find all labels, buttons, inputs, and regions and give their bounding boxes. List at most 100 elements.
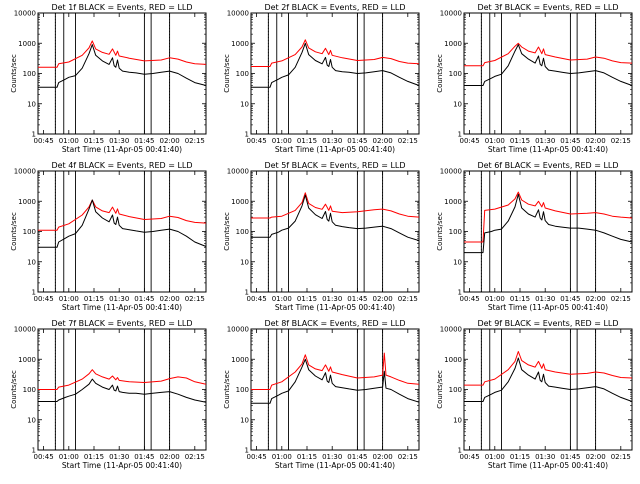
y-tick-label: 10000 (440, 168, 462, 176)
plot-frame (463, 12, 633, 135)
series-line-events (38, 378, 207, 403)
y-tick-label: 1000 (18, 40, 36, 48)
x-tick-label: 02:15 (398, 137, 418, 145)
x-tick-label: 01:30 (322, 453, 342, 461)
series-line-lld (464, 191, 633, 243)
y-tick-label: 100 (449, 228, 462, 236)
y-axis-label: Counts/sec (10, 212, 18, 251)
x-tick-label: 01:15 (510, 453, 530, 461)
series-line-events (251, 42, 420, 88)
y-tick-label: 1000 (231, 356, 249, 364)
x-tick-label: 00:45 (460, 295, 480, 303)
plot-frame (463, 328, 633, 451)
y-tick-label: 10 (27, 258, 36, 266)
x-tick-label: 02:00 (586, 453, 606, 461)
x-tick-label: 02:15 (611, 137, 631, 145)
x-tick-label: 01:00 (59, 295, 79, 303)
panel-title: Det 2f BLACK = Events, RED = LLD (264, 3, 405, 12)
panel-title: Det 4f BLACK = Events, RED = LLD (51, 161, 192, 170)
x-tick-label: 02:15 (611, 295, 631, 303)
y-tick-label: 1000 (18, 198, 36, 206)
x-tick-label: 01:45 (347, 137, 367, 145)
y-tick-label: 10000 (227, 168, 249, 176)
series-line-events (464, 44, 633, 86)
x-tick-label: 01:00 (59, 137, 79, 145)
detector-panel-4: Det 4f BLACK = Events, RED = LLD 1 10 100 10… (10, 161, 207, 312)
y-tick-label: 100 (23, 70, 36, 78)
x-tick-label: 01:45 (134, 137, 154, 145)
y-tick-label: 10000 (227, 326, 249, 334)
y-tick-label: 100 (23, 386, 36, 394)
y-tick-label: 10000 (14, 326, 36, 334)
x-tick-label: 01:00 (485, 295, 505, 303)
y-tick-label: 1 (32, 447, 36, 455)
detector-panel-6: Det 6f BLACK = Events, RED = LLD 1 10 100 10… (436, 161, 633, 312)
x-tick-label: 02:00 (586, 295, 606, 303)
y-tick-label: 1 (32, 131, 36, 139)
series-line-events (251, 358, 420, 404)
plot-frame (37, 328, 207, 451)
x-tick-label: 01:30 (109, 453, 129, 461)
detector-panel-1: Det 1f BLACK = Events, RED = LLD 1 10 100 10… (10, 3, 207, 154)
y-tick-label: 1000 (231, 40, 249, 48)
y-axis-label: Counts/sec (436, 212, 444, 251)
plot-frame (250, 12, 420, 135)
y-tick-label: 10 (27, 416, 36, 424)
y-tick-label: 1 (458, 289, 462, 297)
series-line-lld (38, 199, 207, 231)
x-axis-label: Start Time (11-Apr-05 00:41:40) (488, 461, 608, 470)
x-tick-label: 02:00 (373, 137, 393, 145)
y-tick-label: 1000 (444, 40, 462, 48)
y-axis-label: Counts/sec (10, 370, 18, 409)
panel-title: Det 7f BLACK = Events, RED = LLD (51, 319, 192, 328)
y-tick-label: 1 (245, 289, 249, 297)
x-tick-label: 02:00 (586, 137, 606, 145)
x-tick-label: 02:15 (185, 453, 205, 461)
panel-title: Det 6f BLACK = Events, RED = LLD (477, 161, 618, 170)
x-tick-label: 02:00 (160, 453, 180, 461)
y-tick-label: 1 (32, 289, 36, 297)
detector-panel-8: Det 8f BLACK = Events, RED = LLD 1 10 100 10… (223, 319, 420, 470)
detector-panel-2: Det 2f BLACK = Events, RED = LLD 1 10 100 10… (223, 3, 420, 154)
y-tick-label: 1000 (444, 198, 462, 206)
y-tick-label: 100 (449, 386, 462, 394)
series-line-lld (464, 42, 633, 67)
x-tick-label: 01:15 (510, 137, 530, 145)
x-tick-label: 00:45 (247, 295, 267, 303)
x-tick-label: 02:15 (611, 453, 631, 461)
y-axis-label: Counts/sec (223, 212, 231, 251)
x-axis-label: Start Time (11-Apr-05 00:41:40) (62, 145, 182, 154)
x-axis-label: Start Time (11-Apr-05 00:41:40) (62, 303, 182, 312)
panel-title: Det 9f BLACK = Events, RED = LLD (477, 319, 618, 328)
x-tick-label: 01:15 (297, 453, 317, 461)
series-line-lld (464, 351, 633, 386)
y-tick-label: 10000 (227, 10, 249, 18)
x-tick-label: 02:00 (160, 295, 180, 303)
y-tick-label: 100 (236, 386, 249, 394)
x-tick-label: 01:45 (560, 295, 580, 303)
y-tick-label: 10 (240, 258, 249, 266)
y-tick-label: 1 (245, 447, 249, 455)
x-tick-label: 01:15 (84, 137, 104, 145)
series-line-events (464, 193, 633, 254)
x-axis-label: Start Time (11-Apr-05 00:41:40) (488, 145, 608, 154)
x-tick-label: 01:30 (322, 137, 342, 145)
panel-title: Det 8f BLACK = Events, RED = LLD (264, 319, 405, 328)
y-tick-label: 1000 (444, 356, 462, 364)
detector-panel-9: Det 9f BLACK = Events, RED = LLD 1 10 100 10… (436, 319, 633, 470)
x-tick-label: 01:00 (272, 453, 292, 461)
x-tick-label: 00:45 (34, 295, 54, 303)
y-tick-label: 10 (453, 258, 462, 266)
x-tick-label: 00:45 (34, 137, 54, 145)
y-tick-label: 10 (240, 416, 249, 424)
y-tick-label: 1 (458, 447, 462, 455)
x-tick-label: 01:15 (84, 453, 104, 461)
x-tick-label: 00:45 (247, 453, 267, 461)
y-tick-label: 10 (240, 100, 249, 108)
series-line-lld (251, 192, 420, 219)
x-tick-label: 01:30 (109, 137, 129, 145)
y-tick-label: 10000 (440, 10, 462, 18)
y-axis-label: Counts/sec (436, 370, 444, 409)
